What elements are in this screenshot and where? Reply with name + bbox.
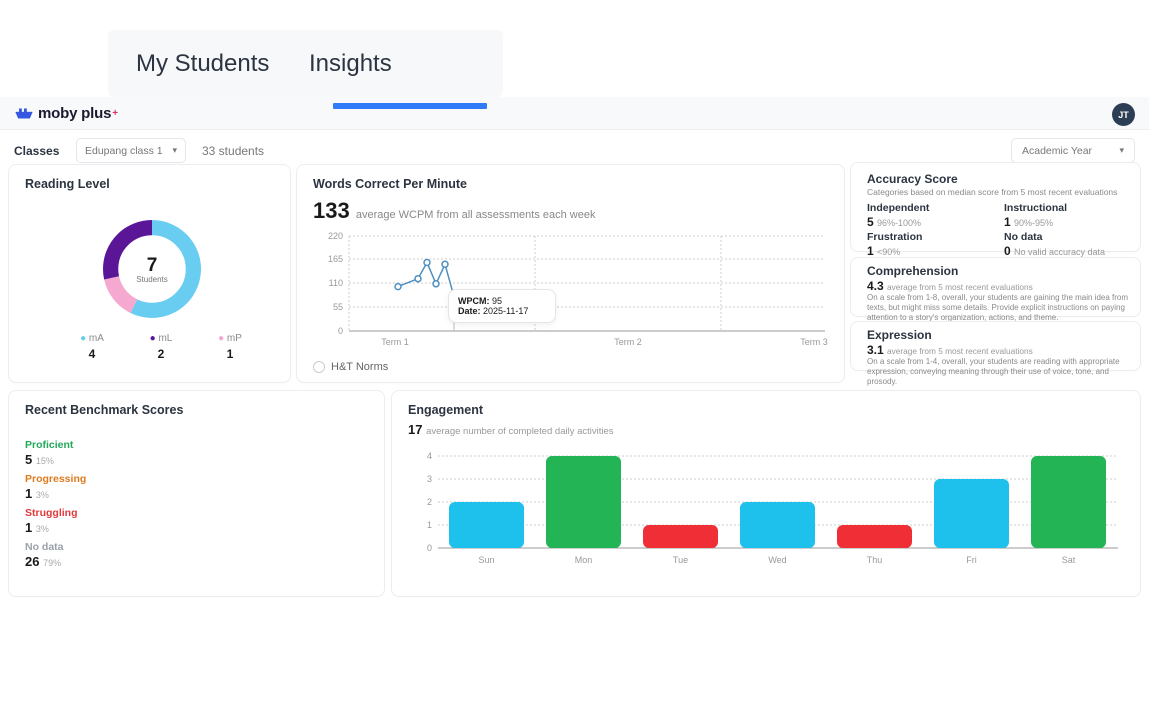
svg-text:Wed: Wed (768, 555, 786, 565)
svg-text:Term 2: Term 2 (614, 337, 642, 347)
svg-text:0: 0 (427, 543, 432, 553)
svg-text:Fri: Fri (966, 555, 977, 565)
svg-text:220: 220 (328, 231, 343, 241)
svg-text:Sat: Sat (1062, 555, 1076, 565)
svg-text:165: 165 (328, 254, 343, 264)
svg-text:4: 4 (427, 451, 432, 461)
svg-text:Tue: Tue (673, 555, 688, 565)
svg-text:3: 3 (427, 474, 432, 484)
svg-text:Thu: Thu (867, 555, 883, 565)
svg-text:110: 110 (329, 278, 343, 288)
svg-text:Sun: Sun (478, 555, 494, 565)
svg-text:55: 55 (333, 302, 343, 312)
svg-text:Term 3: Term 3 (800, 337, 828, 347)
svg-text:1: 1 (427, 520, 432, 530)
svg-text:0: 0 (338, 326, 343, 336)
svg-text:2: 2 (427, 497, 432, 507)
svg-text:Term 1: Term 1 (381, 337, 409, 347)
svg-text:Mon: Mon (575, 555, 593, 565)
